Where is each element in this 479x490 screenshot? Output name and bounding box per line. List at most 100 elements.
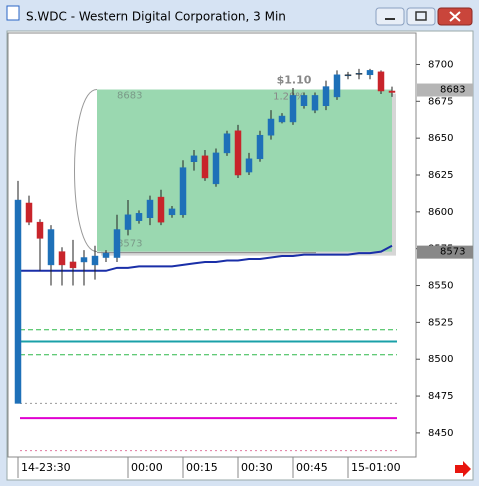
candle-body bbox=[14, 199, 22, 404]
candle-body bbox=[388, 90, 396, 93]
candle bbox=[168, 205, 176, 218]
candle-body bbox=[355, 73, 363, 75]
candle-body bbox=[91, 255, 99, 266]
candle bbox=[146, 195, 154, 226]
axis-highlight bbox=[417, 83, 473, 97]
candle-body bbox=[47, 229, 55, 266]
candle-body bbox=[322, 86, 330, 106]
x-tick-label: 15-01:00 bbox=[351, 461, 401, 474]
scroll-arrow[interactable] bbox=[455, 461, 471, 477]
y-tick-label: 8675 bbox=[428, 96, 453, 107]
candle-body bbox=[168, 208, 176, 216]
y-tick-label: 8500 bbox=[428, 354, 453, 365]
axis-highlight-label: 8573 bbox=[440, 247, 465, 258]
candle bbox=[36, 219, 44, 271]
candle-body bbox=[256, 134, 264, 160]
candle-body bbox=[157, 196, 165, 223]
candle bbox=[300, 92, 308, 109]
box-bracket bbox=[74, 89, 98, 253]
candle bbox=[201, 149, 209, 181]
candle-body bbox=[311, 95, 319, 111]
box-change: $1.10 bbox=[277, 74, 312, 87]
candle bbox=[102, 250, 110, 262]
candle bbox=[135, 210, 143, 224]
candle bbox=[278, 113, 286, 124]
axis-highlight-label: 8683 bbox=[440, 85, 465, 96]
candle bbox=[25, 195, 33, 226]
candle bbox=[322, 80, 330, 111]
candle bbox=[245, 152, 253, 175]
candle bbox=[212, 148, 220, 187]
candle-body bbox=[36, 221, 44, 239]
candle-body bbox=[113, 229, 121, 258]
candle bbox=[91, 245, 99, 280]
y-tick-label: 8600 bbox=[428, 207, 453, 218]
candle-body bbox=[377, 71, 385, 92]
y-tick-label: 8475 bbox=[428, 391, 453, 402]
candle-body bbox=[366, 70, 374, 76]
candle bbox=[179, 160, 187, 218]
maximize-icon bbox=[415, 11, 427, 21]
candle bbox=[355, 68, 363, 80]
x-tick-label: 00:30 bbox=[241, 461, 273, 474]
candle-body bbox=[267, 118, 275, 136]
candle-body bbox=[102, 252, 110, 258]
candle-body bbox=[212, 152, 220, 185]
y-tick-label: 8450 bbox=[428, 428, 453, 439]
candle-body bbox=[25, 202, 33, 223]
maximize-button[interactable] bbox=[406, 7, 436, 26]
candle bbox=[256, 130, 264, 162]
candle-body bbox=[146, 199, 154, 218]
candle-body bbox=[289, 95, 297, 123]
candle-body bbox=[300, 95, 308, 106]
candle bbox=[58, 247, 66, 286]
y-tick-label: 8525 bbox=[428, 317, 453, 328]
average-line bbox=[18, 244, 393, 272]
candle bbox=[223, 130, 231, 156]
candle bbox=[80, 250, 88, 286]
candle bbox=[366, 68, 374, 80]
y-tick-label: 8700 bbox=[428, 59, 453, 70]
minimize-button[interactable] bbox=[375, 7, 405, 26]
app-icon bbox=[6, 5, 20, 21]
candle bbox=[344, 71, 352, 80]
candle bbox=[47, 225, 55, 286]
y-tick-label: 8650 bbox=[428, 133, 453, 144]
candle-body bbox=[190, 155, 198, 162]
candle-body bbox=[124, 214, 132, 230]
candle-body bbox=[179, 167, 187, 216]
window-title: S.WDC - Western Digital Corporation, 3 M… bbox=[26, 10, 286, 24]
candle bbox=[267, 110, 275, 140]
candle-body bbox=[135, 213, 143, 221]
candle bbox=[234, 124, 242, 178]
x-tick-label: 00:15 bbox=[186, 461, 218, 474]
candle bbox=[377, 70, 385, 94]
box-low-label: 8573 bbox=[117, 239, 142, 250]
window-controls[interactable] bbox=[375, 7, 473, 26]
candle-body bbox=[80, 257, 88, 263]
y-tick-label: 8550 bbox=[428, 281, 453, 292]
candle-body bbox=[201, 155, 209, 179]
candle bbox=[333, 70, 341, 100]
candle-body bbox=[58, 251, 66, 266]
axis-highlight bbox=[417, 245, 473, 259]
candle bbox=[69, 239, 77, 286]
range-box bbox=[97, 89, 392, 252]
candle bbox=[113, 214, 121, 262]
y-tick-label: 8625 bbox=[428, 170, 453, 181]
candle bbox=[311, 92, 319, 114]
candle-body bbox=[278, 115, 286, 123]
candle-body bbox=[234, 130, 242, 176]
candle bbox=[289, 88, 297, 125]
candle-body bbox=[69, 261, 77, 269]
candle bbox=[14, 180, 22, 404]
box-high-label: 8683 bbox=[117, 91, 142, 102]
candle-body bbox=[344, 74, 352, 77]
candle bbox=[190, 149, 198, 171]
x-tick-label: 00:45 bbox=[296, 461, 328, 474]
candle bbox=[388, 86, 396, 97]
candle-body bbox=[223, 133, 231, 154]
candle-body bbox=[245, 158, 253, 173]
